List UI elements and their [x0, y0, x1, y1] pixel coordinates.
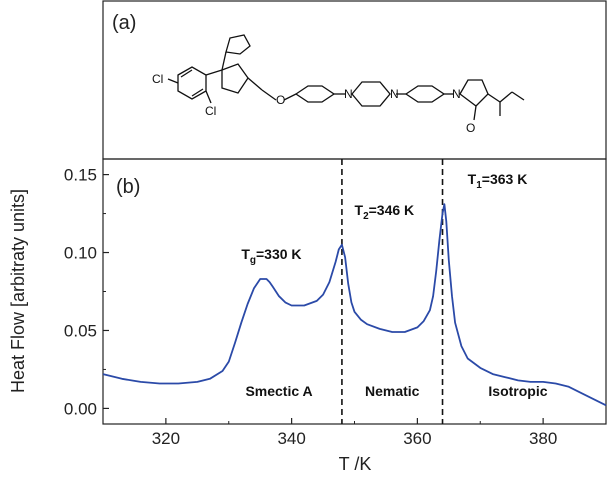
phase-label: Isotropic	[488, 383, 547, 399]
dioxolane-ring	[221, 63, 249, 94]
y-tick-label: 0.15	[64, 166, 97, 185]
phase-labels: Smectic A Nematic Isotropic	[245, 383, 547, 399]
heat-flow-line	[102, 203, 607, 407]
panel-a-label: (a)	[112, 12, 136, 34]
atom-o-ether: O	[276, 93, 285, 107]
transition-label: Tg=330 K	[241, 246, 301, 266]
x-axis-title: T /K	[339, 454, 372, 474]
phase-label: Nematic	[365, 383, 420, 399]
phenyl-ring-1	[294, 85, 336, 103]
transition-annotations: Tg=330 K T2=346 K T1=363 K	[241, 171, 527, 266]
y-tick-label: 0.10	[64, 244, 97, 263]
panel-b-label: (b)	[116, 176, 140, 198]
x-tick-label: 320	[152, 429, 180, 448]
panel-b: (b) 320 340 360 380 0.00 0.05 0.10 0.15 Tg=330…	[8, 158, 607, 474]
x-tick-label: 340	[277, 429, 305, 448]
transition-lines	[341, 159, 444, 424]
panel-a: (a)	[102, 0, 607, 160]
atom-cl-1: Cl	[152, 72, 163, 86]
transition-label: T2=346 K	[355, 202, 415, 222]
y-tick-label: 0.05	[64, 321, 97, 340]
molecule-structure	[167, 34, 525, 121]
atom-o-carbonyl: O	[466, 121, 475, 135]
atom-n-piperazine-2: N	[390, 87, 399, 101]
atom-n-piperazine-1: N	[344, 87, 353, 101]
triazolone-ring	[459, 79, 489, 107]
x-axis: 320 340 360 380	[102, 418, 607, 448]
piperazine-ring	[351, 81, 391, 107]
y-axis-title: Heat Flow [arbitraty units]	[8, 189, 28, 393]
x-tick-label: 360	[403, 429, 431, 448]
phenyl-ring-2	[404, 85, 446, 103]
series-group	[102, 203, 607, 407]
phase-label: Smectic A	[245, 383, 312, 399]
transition-label: T1=363 K	[468, 171, 528, 191]
atom-n-triazolone: N	[452, 87, 461, 101]
triazole-ring-top	[225, 34, 251, 55]
y-tick-label: 0.00	[64, 399, 97, 418]
dichlorophenyl-ring	[177, 66, 207, 100]
x-tick-label: 380	[529, 429, 557, 448]
y-axis: 0.00 0.05 0.10 0.15	[64, 166, 109, 418]
atom-cl-2: Cl	[205, 104, 216, 118]
